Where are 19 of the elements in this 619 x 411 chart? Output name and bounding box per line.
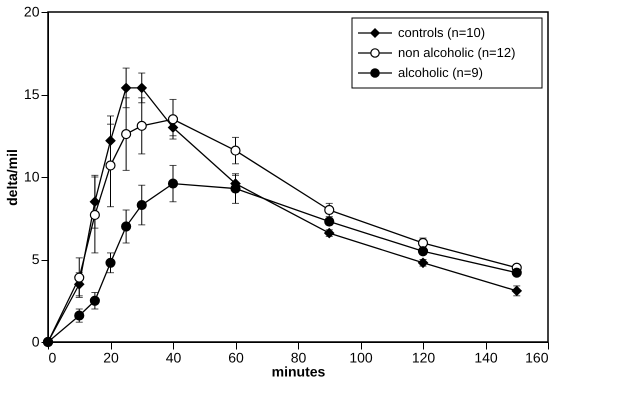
- y-tick-label: 10: [24, 168, 40, 184]
- x-tick-label: 160: [525, 350, 549, 366]
- x-tick-label: 100: [349, 350, 373, 366]
- y-tick-label: 20: [24, 4, 40, 20]
- x-tick-label: 40: [166, 350, 182, 366]
- legend-label: non alcoholic (n=12): [398, 45, 516, 60]
- y-axis-title: delta/mil: [4, 149, 20, 206]
- x-tick-label: 140: [474, 350, 498, 366]
- x-tick-label: 0: [48, 350, 56, 366]
- x-tick-label: 60: [228, 350, 244, 366]
- y-tick-label: 5: [32, 251, 40, 267]
- x-tick-label: 80: [290, 350, 306, 366]
- x-axis-title: minutes: [272, 364, 326, 380]
- x-tick-label: 20: [103, 350, 119, 366]
- y-tick-label: 15: [24, 86, 40, 102]
- legend-label: controls (n=10): [398, 25, 486, 40]
- y-tick-label: 0: [32, 334, 40, 350]
- legend-label: alcoholic (n=9): [398, 65, 483, 80]
- x-tick-label: 120: [412, 350, 436, 366]
